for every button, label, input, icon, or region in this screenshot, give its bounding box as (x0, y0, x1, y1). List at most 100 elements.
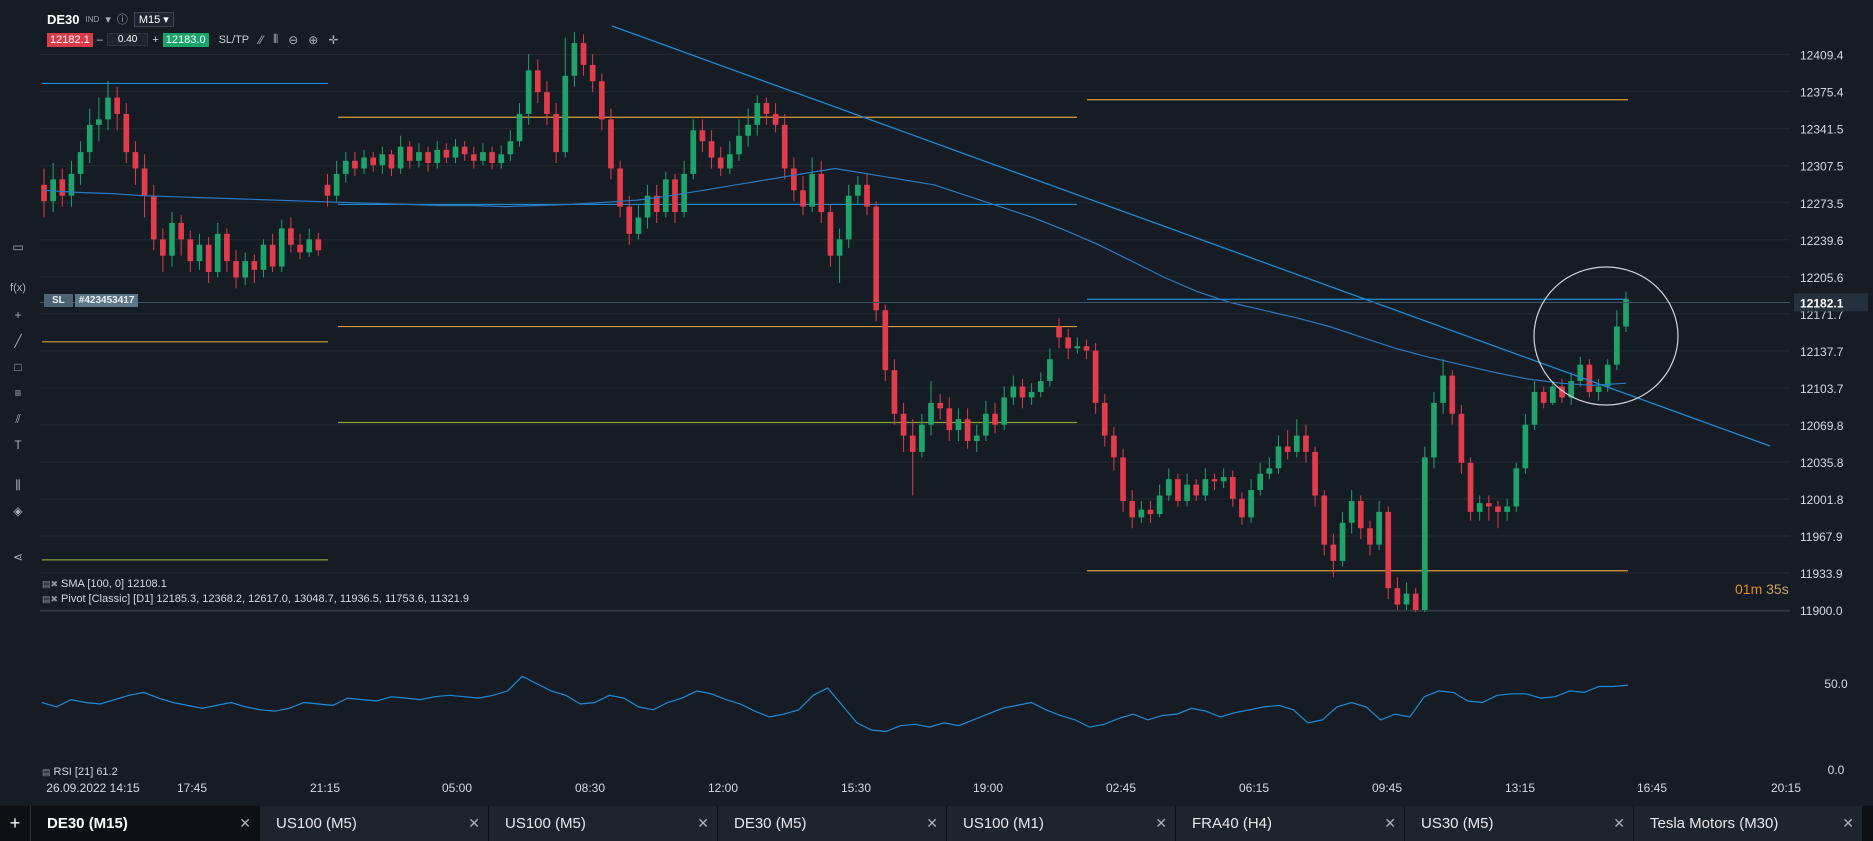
candle-body (434, 149, 441, 164)
channel-tool-icon[interactable]: ⫽ (15, 412, 21, 426)
tab-label: US100 (M5) (276, 815, 357, 832)
y-tick-label: 12307.5 (1800, 160, 1844, 174)
tab-5[interactable]: FRA40 (H4) ✕ (1176, 806, 1405, 841)
close-tab-icon[interactable]: ✕ (1842, 815, 1854, 831)
indicator-settings-icon[interactable]: ▤✖ (42, 594, 59, 604)
time-axis[interactable]: 26.09.2022 14:15 17:45 21:15 05:00 08:30 12:0… (46, 781, 1801, 795)
dropdown-arrow-icon[interactable]: ▾ (105, 13, 111, 26)
panel-icon[interactable]: ▭ (12, 240, 24, 254)
indicator-settings-icon[interactable]: ▤✖ (42, 579, 59, 589)
candle-body (77, 152, 84, 174)
candle-body (1614, 326, 1620, 365)
candle-body (1577, 364, 1584, 382)
tab-4[interactable]: US100 (M1) ✕ (947, 806, 1176, 841)
tab-2[interactable]: US100 (M5) ✕ (489, 806, 718, 841)
y-tick-label: 12239.6 (1800, 234, 1844, 248)
stop-loss-label[interactable]: SL #423453417 (44, 294, 139, 307)
candle-countdown: 01m 35s (1735, 581, 1789, 597)
close-tab-icon[interactable]: ✕ (239, 815, 251, 831)
rsi-legend[interactable]: ▤ RSI [21] 61.2 (42, 766, 118, 778)
close-tab-icon[interactable]: ✕ (1384, 815, 1396, 831)
symbol-header: DE30 IND ▾ ⓘ M15 ▾ (47, 11, 174, 27)
function-icon[interactable]: f(x) (10, 282, 26, 294)
close-tab-icon[interactable]: ✕ (1613, 815, 1625, 831)
candle-body (534, 70, 541, 93)
indicator-settings-icon[interactable]: ▤ (42, 767, 51, 777)
quantity-input[interactable]: 0.40 (106, 33, 149, 46)
candle-body (1266, 468, 1273, 474)
candle-body (653, 195, 660, 213)
candle-body (1092, 350, 1099, 403)
tab-7[interactable]: Tesla Motors (M30) ✕ (1634, 806, 1863, 841)
candle-body (1421, 457, 1428, 610)
candle-body (836, 239, 843, 256)
info-icon[interactable]: ⓘ (116, 14, 128, 26)
line-chart-icon[interactable]: ⁄⁄ (259, 32, 264, 47)
candle-body (864, 184, 870, 207)
tab-label: DE30 (M5) (734, 815, 807, 832)
add-tab-button[interactable]: + (0, 806, 31, 841)
candle-body (1531, 391, 1538, 425)
tab-label: DE30 (M15) (47, 815, 128, 832)
tab-6[interactable]: US30 (M5) ✕ (1405, 806, 1634, 841)
candle-body (1595, 386, 1602, 392)
candle-body (818, 173, 825, 213)
zoom-out-icon[interactable]: ⊖ (288, 32, 299, 47)
pivot-legend[interactable]: ▤✖ Pivot [Classic] [D1] 12185.3, 12368.2,… (42, 593, 469, 605)
candle-body (379, 154, 386, 166)
text-tool-icon[interactable]: T (14, 438, 22, 452)
sell-price-button[interactable]: 12182.1 (47, 32, 93, 47)
sltp-button[interactable]: SL/TP (218, 33, 250, 46)
zoom-in-icon[interactable]: ⊕ (308, 32, 319, 47)
rsi-legend-text: RSI [21] 61.2 (53, 766, 118, 778)
chart-overlay (40, 25, 1790, 447)
candle-body (827, 212, 834, 256)
close-tab-icon[interactable]: ✕ (926, 815, 938, 831)
rsi-tick-label: 50.0 (1824, 677, 1848, 691)
tab-label: US30 (M5) (1421, 815, 1494, 832)
timeframe-select[interactable]: M15 ▾ (133, 11, 174, 27)
fibonacci-tool-icon[interactable]: ≡ (14, 386, 22, 400)
y-tick-label: 11933.9 (1800, 567, 1843, 581)
candle-body (791, 168, 797, 191)
candle-body (608, 119, 614, 169)
decrease-quantity-button[interactable]: – (96, 33, 103, 46)
candle-body (96, 119, 102, 125)
buy-price-button[interactable]: 12183.0 (162, 32, 209, 47)
candle-body (1229, 476, 1236, 499)
crosshair-icon[interactable]: ✛ (328, 32, 339, 47)
sl-order-id: #423453417 (74, 294, 139, 307)
price-axis[interactable]: 12409.4 12375.4 12341.5 12307.5 12273.5 12239… (1794, 49, 1868, 777)
symbol-name[interactable]: DE30 (47, 11, 80, 27)
tab-3[interactable]: DE30 (M5) ✕ (718, 806, 947, 841)
candle-body (507, 141, 514, 155)
share-icon[interactable]: ⋖ (12, 550, 24, 564)
candle-body (553, 113, 559, 153)
candle-body (699, 130, 706, 142)
tab-0[interactable]: DE30 (M15) ✕ (31, 806, 260, 841)
sma-legend[interactable]: ▤✖ SMA [100, 0] 12108.1 (42, 578, 167, 590)
close-tab-icon[interactable]: ✕ (1155, 815, 1167, 831)
candle-body (736, 135, 742, 155)
candle-body (498, 154, 505, 164)
increase-quantity-button[interactable]: + (152, 33, 159, 46)
candle-body (754, 103, 761, 125)
close-tab-icon[interactable]: ✕ (697, 815, 709, 831)
layers-icon[interactable]: ◈ (13, 504, 23, 518)
candle-body (1513, 468, 1520, 507)
candle-body (1293, 435, 1300, 452)
candle-body (205, 244, 212, 273)
candle-type-icon[interactable]: ⫴ (273, 32, 279, 46)
rectangle-tool-icon[interactable]: □ (14, 360, 22, 374)
candle-body (443, 149, 450, 158)
candle-body (1028, 391, 1035, 398)
crosshair-tool-icon[interactable]: + (14, 308, 22, 322)
candle-body (41, 184, 47, 202)
candle-body (845, 195, 852, 240)
candle-body (1330, 544, 1337, 561)
price-chart[interactable]: 12409.4 12375.4 12341.5 12307.5 12273.5 12239… (0, 0, 1873, 806)
indicators-icon[interactable]: ⫼ (15, 478, 21, 492)
tab-1[interactable]: US100 (M5) ✕ (260, 806, 489, 841)
close-tab-icon[interactable]: ✕ (468, 815, 480, 831)
trendline-tool-icon[interactable]: ╱ (14, 334, 22, 348)
